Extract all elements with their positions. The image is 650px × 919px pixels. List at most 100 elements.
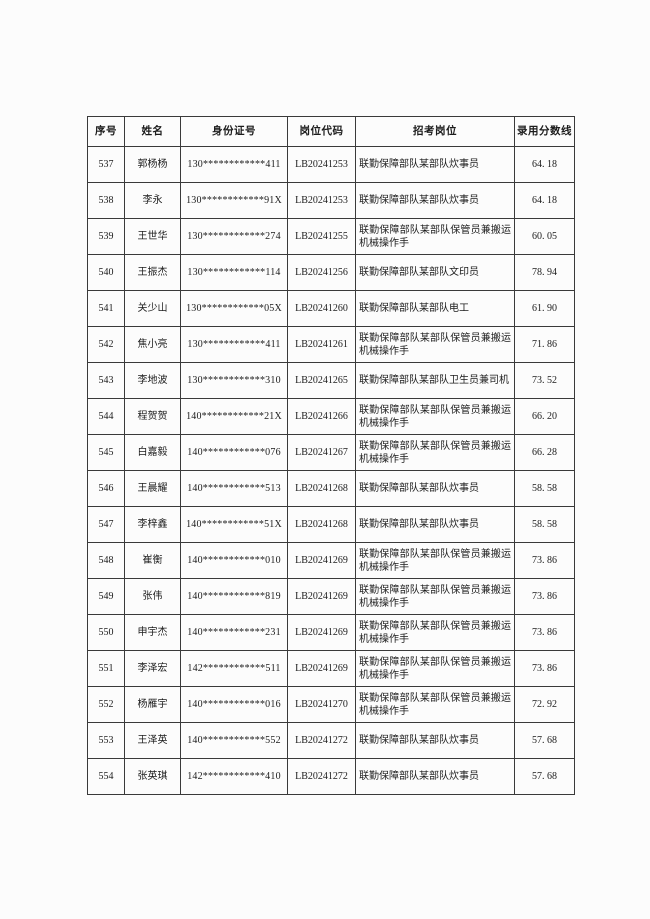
cell-position: 联勤保障部队某部队保管员兼搬运机械操作手	[355, 326, 515, 363]
cell-index: 542	[87, 326, 125, 363]
cell-position: 联勤保障部队某部队炊事员	[355, 146, 515, 183]
recruitment-score-table: 序号 姓名 身份证号 岗位代码 招考岗位 录用分数线 537 郭杨杨 130*********…	[87, 116, 575, 795]
cell-id-number: 140************51X	[180, 506, 288, 543]
cell-score-line: 64. 18	[514, 146, 575, 183]
cell-id-number: 140************016	[180, 686, 288, 723]
table-row: 549 张伟 140************819 LB20241269 联勤保障部队某…	[87, 578, 575, 615]
cell-id-number: 130************114	[180, 254, 288, 291]
cell-index: 552	[87, 686, 125, 723]
cell-job-code: LB20241272	[287, 758, 356, 795]
cell-job-code: LB20241256	[287, 254, 356, 291]
cell-id-number: 130************274	[180, 218, 288, 255]
cell-job-code: LB20241269	[287, 650, 356, 687]
cell-position: 联勤保障部队某部队保管员兼搬运机械操作手	[355, 218, 515, 255]
cell-job-code: LB20241268	[287, 506, 356, 543]
cell-name: 王振杰	[124, 254, 181, 291]
cell-index: 538	[87, 182, 125, 219]
cell-score-line: 58. 58	[514, 470, 575, 507]
cell-id-number: 140************552	[180, 722, 288, 759]
cell-index: 541	[87, 290, 125, 327]
cell-score-line: 58. 58	[514, 506, 575, 543]
cell-index: 537	[87, 146, 125, 183]
cell-name: 李梓鑫	[124, 506, 181, 543]
cell-job-code: LB20241260	[287, 290, 356, 327]
table-row: 548 崔衡 140************010 LB20241269 联勤保障部队某…	[87, 542, 575, 579]
cell-job-code: LB20241269	[287, 542, 356, 579]
cell-id-number: 140************076	[180, 434, 288, 471]
table-row: 553 王泽英 140************552 LB20241272 联勤保障部队…	[87, 722, 575, 759]
table-row: 552 杨雁宇 140************016 LB20241270 联勤保障部队…	[87, 686, 575, 723]
table-row: 539 王世华 130************274 LB20241255 联勤保障部队…	[87, 218, 575, 255]
cell-id-number: 130************411	[180, 146, 288, 183]
cell-job-code: LB20241253	[287, 146, 356, 183]
cell-index: 551	[87, 650, 125, 687]
cell-id-number: 130************310	[180, 362, 288, 399]
cell-score-line: 73. 86	[514, 614, 575, 651]
cell-id-number: 140************010	[180, 542, 288, 579]
cell-score-line: 72. 92	[514, 686, 575, 723]
cell-score-line: 61. 90	[514, 290, 575, 327]
cell-index: 543	[87, 362, 125, 399]
cell-index: 548	[87, 542, 125, 579]
table-header: 序号 姓名 身份证号 岗位代码 招考岗位 录用分数线	[87, 116, 575, 147]
cell-name: 张英琪	[124, 758, 181, 795]
cell-name: 杨雁宇	[124, 686, 181, 723]
cell-position: 联勤保障部队某部队保管员兼搬运机械操作手	[355, 686, 515, 723]
cell-score-line: 73. 86	[514, 578, 575, 615]
column-header-name: 姓名	[124, 116, 181, 147]
cell-index: 539	[87, 218, 125, 255]
cell-name: 王泽英	[124, 722, 181, 759]
cell-position: 联勤保障部队某部队保管员兼搬运机械操作手	[355, 578, 515, 615]
cell-id-number: 140************819	[180, 578, 288, 615]
cell-id-number: 130************411	[180, 326, 288, 363]
cell-score-line: 57. 68	[514, 722, 575, 759]
table-row: 550 申宇杰 140************231 LB20241269 联勤保障部队…	[87, 614, 575, 651]
cell-job-code: LB20241265	[287, 362, 356, 399]
cell-index: 553	[87, 722, 125, 759]
table-header-row: 序号 姓名 身份证号 岗位代码 招考岗位 录用分数线	[87, 116, 575, 147]
cell-id-number: 142************410	[180, 758, 288, 795]
cell-job-code: LB20241269	[287, 614, 356, 651]
cell-score-line: 57. 68	[514, 758, 575, 795]
cell-job-code: LB20241272	[287, 722, 356, 759]
cell-score-line: 73. 86	[514, 650, 575, 687]
cell-job-code: LB20241266	[287, 398, 356, 435]
cell-name: 程贺贺	[124, 398, 181, 435]
cell-index: 549	[87, 578, 125, 615]
column-header-job-code: 岗位代码	[287, 116, 356, 147]
cell-position: 联勤保障部队某部队文印员	[355, 254, 515, 291]
cell-position: 联勤保障部队某部队保管员兼搬运机械操作手	[355, 614, 515, 651]
table-row: 545 白嘉毅 140************076 LB20241267 联勤保障部队…	[87, 434, 575, 471]
cell-position: 联勤保障部队某部队炊事员	[355, 758, 515, 795]
cell-index: 544	[87, 398, 125, 435]
cell-id-number: 142************511	[180, 650, 288, 687]
table-row: 542 焦小亮 130************411 LB20241261 联勤保障部队…	[87, 326, 575, 363]
table-row: 543 李地波 130************310 LB20241265 联勤保障部队…	[87, 362, 575, 399]
cell-score-line: 66. 28	[514, 434, 575, 471]
cell-position: 联勤保障部队某部队炊事员	[355, 722, 515, 759]
table-row: 544 程贺贺 140************21X LB20241266 联勤保障部队…	[87, 398, 575, 435]
column-header-position: 招考岗位	[355, 116, 515, 147]
column-header-id-number: 身份证号	[180, 116, 288, 147]
cell-job-code: LB20241255	[287, 218, 356, 255]
cell-name: 李永	[124, 182, 181, 219]
cell-name: 白嘉毅	[124, 434, 181, 471]
cell-score-line: 71. 86	[514, 326, 575, 363]
cell-score-line: 66. 20	[514, 398, 575, 435]
table-row: 538 李永 130************91X LB20241253 联勤保障部队某…	[87, 182, 575, 219]
cell-name: 王世华	[124, 218, 181, 255]
cell-position: 联勤保障部队某部队保管员兼搬运机械操作手	[355, 398, 515, 435]
cell-id-number: 140************21X	[180, 398, 288, 435]
cell-name: 申宇杰	[124, 614, 181, 651]
cell-name: 李地波	[124, 362, 181, 399]
cell-job-code: LB20241267	[287, 434, 356, 471]
cell-job-code: LB20241261	[287, 326, 356, 363]
cell-position: 联勤保障部队某部队炊事员	[355, 506, 515, 543]
table-row: 547 李梓鑫 140************51X LB20241268 联勤保障部队…	[87, 506, 575, 543]
cell-index: 547	[87, 506, 125, 543]
cell-job-code: LB20241253	[287, 182, 356, 219]
cell-name: 张伟	[124, 578, 181, 615]
cell-index: 545	[87, 434, 125, 471]
cell-job-code: LB20241269	[287, 578, 356, 615]
